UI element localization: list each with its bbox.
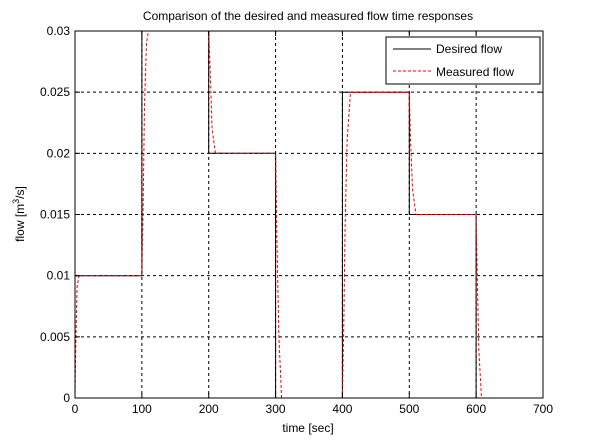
legend-label-measured: Measured flow bbox=[436, 65, 514, 79]
chart-title: Comparison of the desired and measured f… bbox=[143, 9, 473, 23]
x-tick-label: 600 bbox=[466, 402, 486, 416]
plot-area: 0 100 200 300 400 500 600 700 0 0.005 0.01 0.015 0.0… bbox=[40, 24, 553, 416]
y-axis-label-main: flow [m bbox=[13, 204, 27, 242]
x-axis-label: time [sec] bbox=[282, 421, 333, 435]
y-axis-label-end: /s] bbox=[13, 186, 27, 199]
y-tick-label: 0.025 bbox=[40, 85, 70, 99]
y-tick-label: 0.03 bbox=[47, 24, 71, 38]
y-axis-label-sup: 3 bbox=[11, 199, 21, 204]
y-tick-label: 0.015 bbox=[40, 208, 70, 222]
y-axis-label: flow [m3/s] bbox=[11, 186, 27, 242]
y-tick-label: 0 bbox=[63, 391, 70, 405]
x-tick-label: 500 bbox=[399, 402, 419, 416]
series-line-measured bbox=[74, 30, 543, 399]
x-tick-label: 300 bbox=[266, 402, 286, 416]
legend-label-desired: Desired flow bbox=[436, 42, 502, 56]
legend: Desired flow Measured flow bbox=[385, 36, 541, 85]
y-tick-label: 0.005 bbox=[40, 330, 70, 344]
x-tick-label: 700 bbox=[533, 402, 553, 416]
x-tick-label: 400 bbox=[332, 402, 352, 416]
y-tick-label: 0.01 bbox=[47, 269, 71, 283]
x-tick-label: 0 bbox=[72, 402, 79, 416]
legend-box bbox=[385, 36, 541, 85]
x-tick-label: 200 bbox=[199, 402, 219, 416]
y-tick-label: 0.02 bbox=[47, 146, 71, 160]
x-tick-label: 100 bbox=[132, 402, 152, 416]
